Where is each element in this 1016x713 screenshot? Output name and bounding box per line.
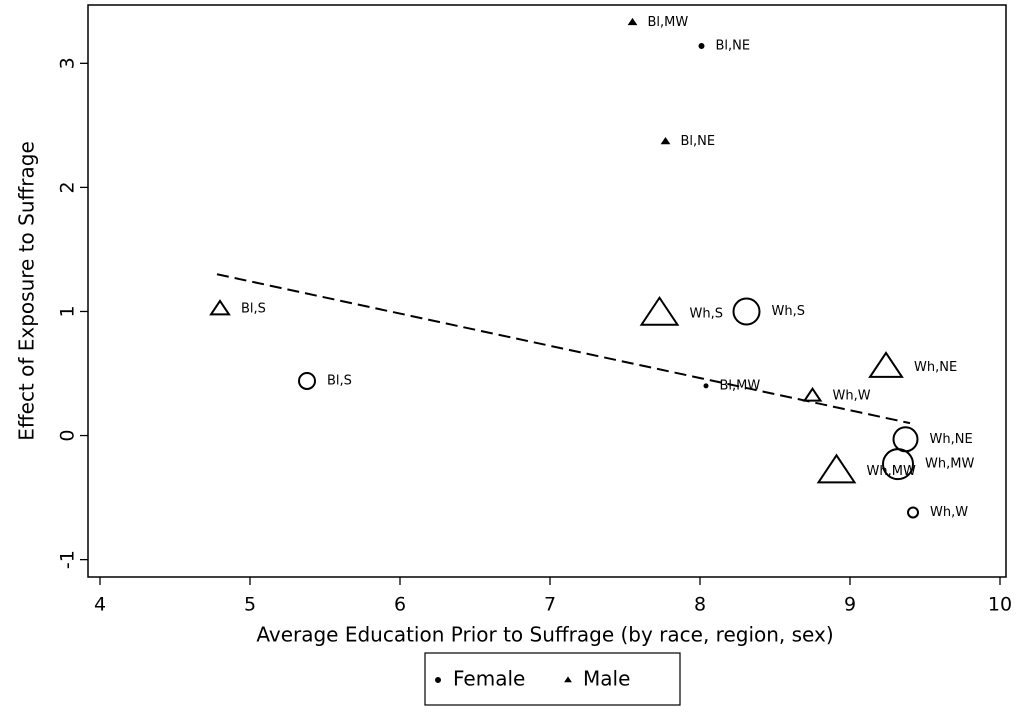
point-label: Wh,MW [925, 457, 974, 472]
fit-line [216, 273, 911, 425]
point-label: Wh,S [690, 306, 723, 321]
x-tick-label: 10 [988, 594, 1012, 616]
point-label: Wh,NE [914, 360, 957, 375]
point [209, 299, 231, 316]
point-label: Wh,W [833, 388, 871, 403]
point [816, 453, 857, 484]
x-tick-label: 8 [694, 594, 706, 616]
legend-box [424, 652, 681, 706]
legend-label: Male [583, 667, 630, 691]
point [698, 42, 705, 49]
y-tick-label: 0 [57, 430, 79, 442]
point-label: Wh,W [930, 505, 968, 520]
point [298, 371, 316, 390]
legend-label: Female [453, 667, 525, 691]
point [868, 351, 904, 378]
point-label: Wh,S [772, 304, 805, 319]
point [660, 136, 671, 145]
x-axis-title: Average Education Prior to Suffrage (by … [256, 623, 833, 647]
point-label: Bl,MW [720, 378, 761, 393]
y-tick-label: 2 [57, 181, 79, 193]
point [639, 295, 680, 326]
plot-frame [87, 4, 1007, 578]
point-label: Wh,NE [930, 432, 973, 447]
x-tick-label: 9 [844, 594, 856, 616]
y-tick-label: 1 [57, 305, 79, 317]
point-label: Bl,NE [681, 134, 716, 149]
point [802, 386, 823, 402]
x-tick-label: 4 [94, 594, 106, 616]
legend-marker [564, 676, 572, 683]
point [732, 297, 761, 326]
point [882, 448, 914, 481]
x-tick-label: 5 [244, 594, 256, 616]
point [892, 426, 919, 453]
point-label: Bl,S [327, 373, 352, 388]
point [703, 383, 709, 389]
x-tick-label: 6 [394, 594, 406, 616]
point [627, 17, 638, 26]
point-label: Bl,MW [648, 15, 689, 30]
y-tick-label: 3 [57, 57, 79, 69]
y-tick-label: -1 [57, 550, 79, 569]
point-label: Wh,MW [867, 464, 916, 479]
y-axis-title: Effect of Exposure to Suffrage [15, 141, 39, 441]
legend-marker [435, 677, 441, 683]
point-label: Bl,S [241, 301, 266, 316]
x-tick-label: 7 [544, 594, 556, 616]
point [907, 506, 919, 519]
point-label: Bl,NE [716, 38, 751, 53]
